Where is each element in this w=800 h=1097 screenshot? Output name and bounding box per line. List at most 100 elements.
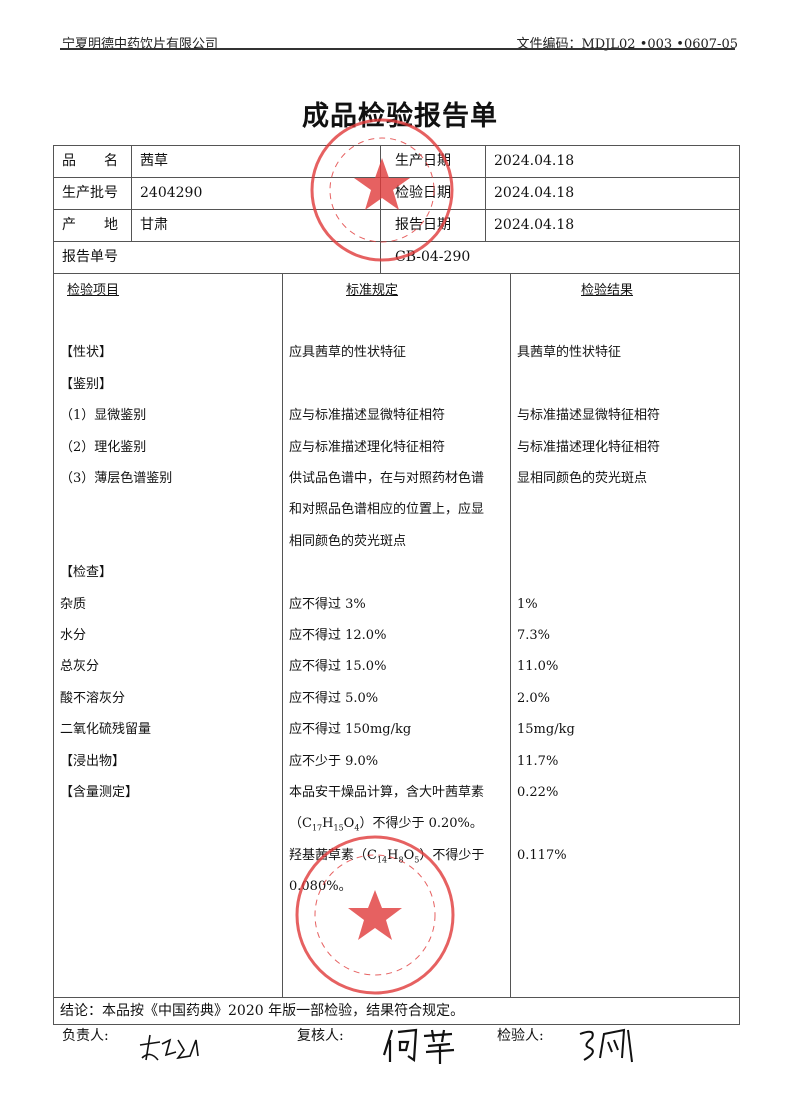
report-number: CB-04-290 [395,249,471,265]
table-row: 总灰分 应不得过 15.0% 11.0% [0,651,800,682]
table-border [53,145,54,1025]
table-row: 【性状】 应具茜草的性状特征 具茜草的性状特征 [0,337,800,368]
table-row: 【浸出物】 应不少于 9.0% 11.7% [0,746,800,777]
standard-text: 羟基茜草素（C14H8O5）不得少于 [289,840,484,876]
standard-text: 应不得过 15.0% [289,659,387,675]
product-name: 茜草 [140,153,168,169]
responsible-signature [139,1034,199,1061]
item-name: （2）理化鉴别 [60,439,147,455]
item-name: 杂质 [60,596,87,612]
table-border [53,997,739,998]
item-name: 【检查】 [60,565,113,581]
result-value: 显相同颜色的荧光斑点 [517,471,648,486]
standard-text: 应不得过 5.0% [289,690,379,706]
text-segment: H [322,816,334,832]
production-date: 2024.04.18 [494,153,575,169]
batch-label: 生产批号 [62,185,118,201]
report-number-label: 报告单号 [62,249,118,265]
reviewer-signature [382,1028,455,1064]
table-row: 水分 应不得过 12.0% 7.3% [0,620,800,651]
result-value: 11.7% [517,753,559,769]
table-row: 【含量测定】 本品安干燥品计算，含大叶茜草素 0.22% [0,777,800,808]
result-value: 11.0% [517,659,559,675]
text-segment: H [387,847,399,863]
batch-number: 2404290 [140,185,203,201]
result-value: 0.22% [517,785,559,800]
result-value: 与标准描述理化特征相符 [517,439,661,455]
result-value: 1% [517,596,538,612]
standard-text: 应具茜草的性状特征 [289,345,407,361]
standard-text: 本品安干燥品计算，含大叶茜草素 [289,785,485,800]
table-border [380,145,381,273]
text-segment: O [403,847,415,863]
result-value: 0.117% [517,847,567,863]
text-segment: ）不得少于 0.20%。 [359,816,483,832]
table-row: 羟基茜草素（C14H8O5）不得少于 0.117% [0,840,800,871]
standard-text: 应不得过 3% [289,596,366,612]
table-row [0,306,800,337]
responsible-label: 负责人: [62,1028,109,1044]
item-name: 水分 [60,628,87,643]
formula-subscript: 14 [376,855,388,865]
test-date-label: 检验日期 [395,185,451,201]
item-name: （3）薄层色谱鉴别 [60,471,173,486]
report-date-label: 报告日期 [395,217,451,233]
item-name: 【浸出物】 [60,753,126,769]
item-name: 酸不溶灰分 [60,690,126,706]
table-row: 和对照品色谱相应的位置上，应显 [0,494,800,525]
table-row: 杂质 应不得过 3% 1% [0,589,800,620]
column-header-item: 检验项目 [67,283,120,298]
result-value: 15mg/kg [517,722,575,738]
table-border [53,273,739,274]
text-segment: （C [289,816,312,832]
formula-subscript: 17 [311,823,323,833]
table-row: 二氧化硫残留量 应不得过 150mg/kg 15mg/kg [0,714,800,745]
standard-text: 应不得过 150mg/kg [289,722,412,738]
standard-text: 应与标准描述显微特征相符 [289,408,446,424]
origin: 甘肃 [140,217,168,233]
item-name: 【性状】 [60,345,113,361]
formula-subscript: 15 [333,823,344,833]
column-header-row: 检验项目 标准规定 检验结果 [0,275,800,306]
header-divider [60,48,735,50]
table-row: （2）理化鉴别 应与标准描述理化特征相符 与标准描述理化特征相符 [0,432,800,463]
conclusion: 结论：本品按《中国药典》2020 年版一部检验，结果符合规定。 [60,1003,465,1019]
text-segment: 羟基茜草素（C [289,847,377,863]
table-row: （C17H15O4）不得少于 0.20%。 [0,808,800,839]
name-label: 品 名 [62,153,118,169]
item-name: 二氧化硫残留量 [60,722,152,738]
standard-text: 应不得过 12.0% [289,628,387,643]
table-row: 【鉴别】 [0,369,800,400]
table-border [131,145,132,241]
page-title: 成品检验报告单 [302,101,498,132]
result-value: 2.0% [517,690,551,706]
standard-text: 和对照品色谱相应的位置上，应显 [289,502,485,518]
inspector-label: 检验人: [497,1028,544,1044]
standard-text: 应与标准描述理化特征相符 [289,439,446,455]
table-border [53,1024,739,1025]
table-row: 相同颜色的荧光斑点 [0,526,800,557]
item-name: 【鉴别】 [60,376,113,392]
standard-text: （C17H15O4）不得少于 0.20%。 [289,808,483,844]
table-border [510,273,511,997]
table-border [485,145,486,241]
item-name: 总灰分 [60,659,100,675]
standard-text: 相同颜色的荧光斑点 [289,533,407,549]
origin-label: 产 地 [62,217,118,233]
test-date: 2024.04.18 [494,185,575,201]
report-date: 2024.04.18 [494,217,575,233]
result-value: 具茜草的性状特征 [517,345,622,361]
result-value: 7.3% [517,628,551,643]
table-row: （3）薄层色谱鉴别 供试品色谱中，在与对照药材色谱 显相同颜色的荧光斑点 [0,463,800,494]
formula-subscript: 4 [354,823,360,833]
standard-text: 供试品色谱中，在与对照药材色谱 [289,471,485,486]
table-row: 0.080%。 [0,871,800,902]
column-header-result: 检验结果 [581,283,634,298]
table-row: 酸不溶灰分 应不得过 5.0% 2.0% [0,683,800,714]
column-header-standard: 标准规定 [346,283,399,298]
standard-text: 0.080%。 [289,879,352,895]
production-date-label: 生产日期 [395,153,451,169]
item-name: （1）显微鉴别 [60,408,147,424]
inspector-signature [579,1028,633,1063]
